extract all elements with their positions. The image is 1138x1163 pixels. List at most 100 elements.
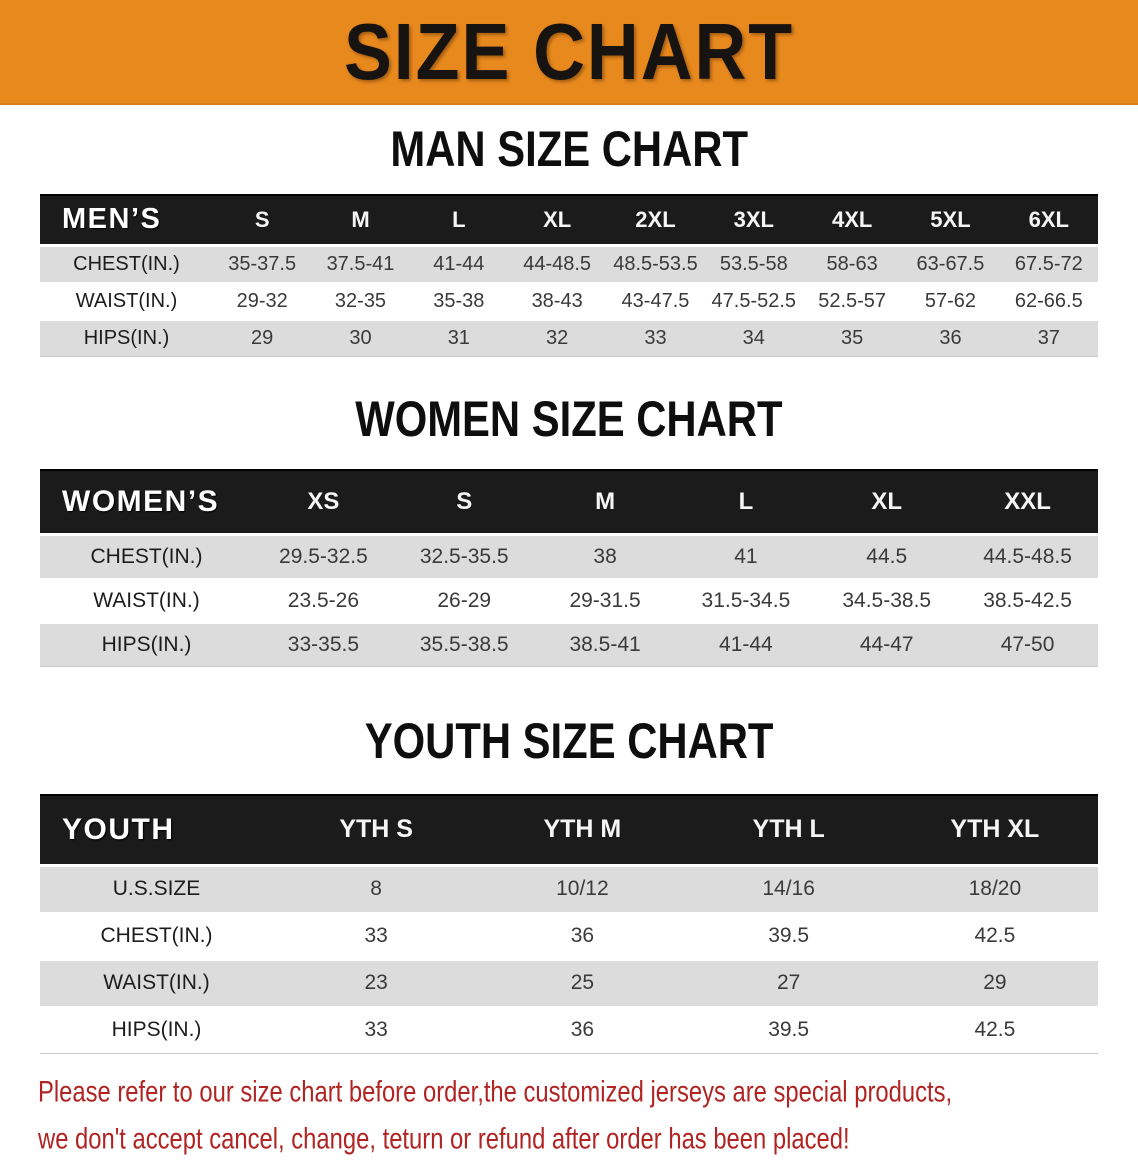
size-value-cell: 34 [704, 319, 803, 357]
youth-table-body: U.S.SIZE 8 10/12 14/16 18/20 CHEST(IN.) 33 36 39… [40, 865, 1098, 1054]
size-value-cell: 36 [479, 912, 686, 961]
section-title-text: YOUTH SIZE CHART [364, 713, 774, 770]
size-value-cell: 33 [273, 912, 480, 961]
size-value-cell: 36 [479, 1006, 686, 1054]
row-label: WAIST(IN.) [40, 282, 213, 321]
size-value-cell: 23.5-26 [253, 579, 394, 625]
size-column-header: L [409, 193, 508, 247]
size-value-cell: 38-43 [507, 282, 607, 321]
table-row: HIPS(IN.) 33-35.5 35.5-38.5 38.5-41 41-44 44-… [40, 623, 1098, 668]
size-value-cell: 35.5-38.5 [393, 623, 535, 668]
row-label: WAIST(IN.) [40, 959, 273, 1008]
size-value-cell: 58-63 [802, 245, 902, 284]
size-column-header: S [393, 469, 535, 537]
header-row: MEN’S S M L XL 2XL 3XL 4XL 5XL 6XL [40, 193, 1098, 247]
disclaimer-line-2: we don't accept cancel, change, teturn o… [38, 1122, 850, 1155]
table-row: WAIST(IN.) 23.5-26 26-29 29-31.5 31.5-34.5 34… [40, 579, 1098, 625]
size-column-header: L [675, 469, 817, 537]
women-size-table: WOMEN’S XS S M L XL XXL CHEST(IN.) 29.5-32.5 32.… [40, 469, 1098, 668]
row-label: CHEST(IN.) [40, 245, 213, 284]
size-column-header: M [311, 193, 410, 247]
size-value-cell: 31.5-34.5 [675, 579, 817, 625]
youth-section-title: YOUTH SIZE CHART [0, 714, 1138, 770]
section-title-text: MAN SIZE CHART [390, 121, 748, 178]
size-value-cell: 18/20 [891, 865, 1098, 914]
size-value-cell: 38.5-42.5 [957, 579, 1098, 625]
size-value-cell: 63-67.5 [901, 245, 1000, 284]
size-value-cell: 31 [409, 319, 508, 357]
size-column-header: 5XL [901, 193, 1000, 247]
size-value-cell: 33 [606, 319, 705, 357]
size-value-cell: 44.5-48.5 [957, 534, 1098, 581]
size-value-cell: 35 [802, 319, 902, 357]
size-value-cell: 37.5-41 [311, 245, 410, 284]
men-table-body: CHEST(IN.) 35-37.5 37.5-41 41-44 44-48.5 48.5… [40, 245, 1098, 357]
row-label: CHEST(IN.) [40, 912, 273, 961]
size-column-header: 2XL [606, 193, 705, 247]
women-section-title: WOMEN SIZE CHART [0, 391, 1138, 447]
size-column-header: XXL [957, 469, 1098, 537]
size-value-cell: 8 [273, 865, 480, 914]
size-value-cell: 33 [273, 1006, 480, 1054]
size-value-cell: 44-47 [816, 623, 958, 668]
women-size-section: WOMEN SIZE CHART WOMEN’S XS S M L XL XXL CHEST… [0, 391, 1138, 668]
youth-size-section: YOUTH SIZE CHART YOUTH YTH S YTH M YTH L YTH… [0, 714, 1138, 1054]
size-value-cell: 42.5 [891, 1006, 1098, 1054]
size-value-cell: 29.5-32.5 [253, 534, 394, 581]
disclaimer-line-1: Please refer to our size chart before or… [38, 1075, 953, 1108]
row-label: HIPS(IN.) [40, 319, 213, 357]
size-value-cell: 43-47.5 [606, 282, 705, 321]
row-label: CHEST(IN.) [40, 534, 253, 581]
size-value-cell: 67.5-72 [999, 245, 1098, 284]
size-value-cell: 53.5-58 [704, 245, 803, 284]
table-row: WAIST(IN.) 23 25 27 29 [40, 959, 1098, 1008]
table-row: CHEST(IN.) 29.5-32.5 32.5-35.5 38 41 44.5 44.5… [40, 534, 1098, 581]
men-size-table: MEN’S S M L XL 2XL 3XL 4XL 5XL 6XL CHEST(IN.) 35-3… [40, 193, 1098, 357]
size-column-header: XL [507, 193, 607, 247]
table-row: CHEST(IN.) 33 36 39.5 42.5 [40, 912, 1098, 961]
size-value-cell: 47-50 [957, 623, 1098, 668]
size-column-header: M [534, 469, 676, 537]
size-value-cell: 29 [213, 319, 312, 357]
table-row: U.S.SIZE 8 10/12 14/16 18/20 [40, 865, 1098, 914]
size-value-cell: 44.5 [816, 534, 958, 581]
table-corner-label: WOMEN’S [40, 469, 253, 537]
women-table-header: WOMEN’S XS S M L XL XXL [40, 469, 1098, 537]
size-value-cell: 30 [311, 319, 410, 357]
man-section-title: MAN SIZE CHART [0, 121, 1138, 177]
size-value-cell: 41-44 [675, 623, 817, 668]
size-value-cell: 52.5-57 [802, 282, 902, 321]
size-value-cell: 57-62 [901, 282, 1000, 321]
size-value-cell: 26-29 [393, 579, 535, 625]
size-value-cell: 29-32 [213, 282, 312, 321]
size-column-header: XS [253, 469, 394, 537]
size-value-cell: 38 [534, 534, 676, 581]
table-row: CHEST(IN.) 35-37.5 37.5-41 41-44 44-48.5 48.5… [40, 245, 1098, 284]
size-chart-banner: SIZE CHART [0, 0, 1138, 105]
size-value-cell: 32 [507, 319, 607, 357]
table-corner-label: YOUTH [40, 793, 273, 867]
table-row: HIPS(IN.) 29 30 31 32 33 34 35 36 37 [40, 319, 1098, 357]
banner-title: SIZE CHART [343, 6, 795, 97]
youth-size-table: YOUTH YTH S YTH M YTH L YTH XL U.S.SIZE 8 10/1… [40, 793, 1098, 1054]
size-value-cell: 10/12 [479, 865, 686, 914]
size-column-header: XL [816, 469, 958, 537]
size-value-cell: 35-38 [409, 282, 508, 321]
row-label: WAIST(IN.) [40, 579, 253, 625]
size-value-cell: 39.5 [685, 1006, 892, 1054]
table-corner-label: MEN’S [40, 193, 213, 247]
size-column-header: 3XL [704, 193, 803, 247]
size-value-cell: 32.5-35.5 [393, 534, 535, 581]
size-value-cell: 23 [273, 959, 480, 1008]
size-column-header: YTH S [273, 793, 480, 867]
size-value-cell: 33-35.5 [253, 623, 394, 668]
size-value-cell: 32-35 [311, 282, 410, 321]
size-column-header: YTH L [685, 793, 892, 867]
header-row: WOMEN’S XS S M L XL XXL [40, 469, 1098, 537]
size-value-cell: 41 [675, 534, 817, 581]
size-column-header: 4XL [802, 193, 902, 247]
size-column-header: YTH XL [891, 793, 1098, 867]
size-value-cell: 44-48.5 [507, 245, 607, 284]
size-column-header: 6XL [999, 193, 1098, 247]
size-value-cell: 38.5-41 [534, 623, 676, 668]
